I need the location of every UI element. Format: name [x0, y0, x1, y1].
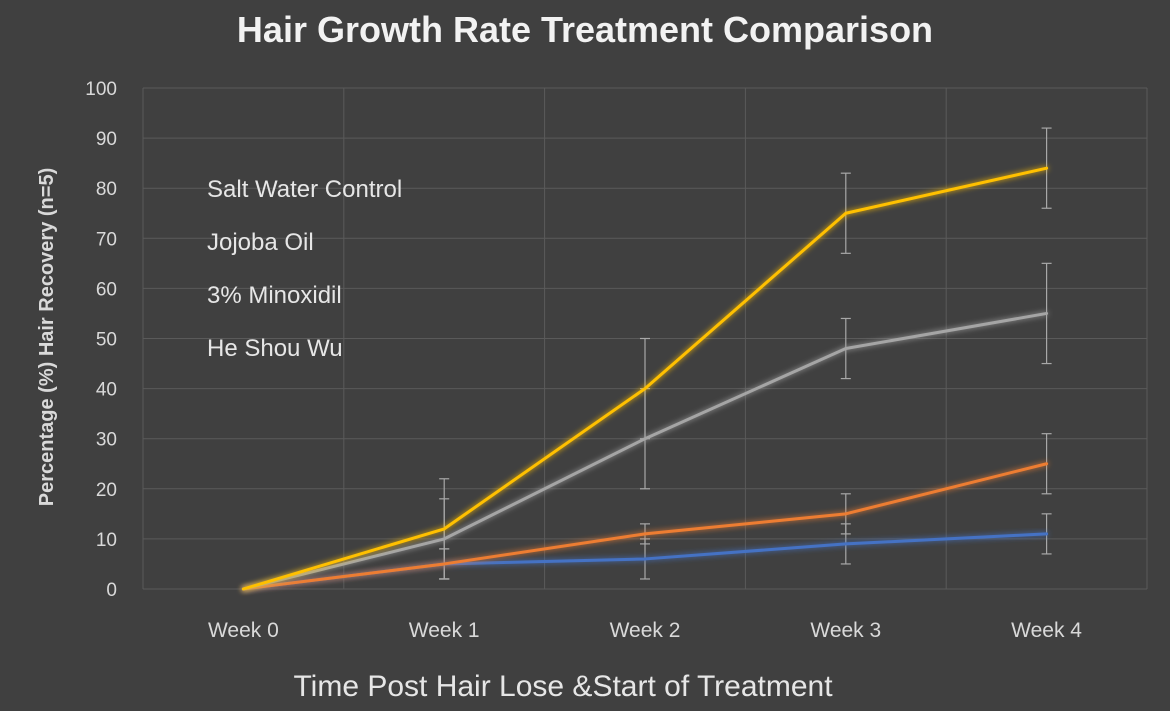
y-tick-label: 0 [106, 580, 117, 601]
x-axis-ticks: Week 0 Week 1 Week 2 Week 3 Week 4 [208, 619, 1082, 642]
y-tick-label: 10 [96, 530, 117, 551]
x-tick-label: Week 4 [1011, 619, 1082, 642]
x-tick-label: Week 3 [810, 619, 881, 642]
y-tick-label: 100 [85, 79, 117, 100]
legend: Salt Water Control Jojoba Oil 3% Minoxidil… [160, 176, 402, 362]
legend-label: Jojoba Oil [207, 229, 314, 256]
y-tick-label: 30 [96, 430, 117, 451]
y-tick-label: 40 [96, 380, 117, 401]
y-tick-label: 90 [96, 129, 117, 150]
series-lines [241, 166, 1049, 591]
x-tick-label: Week 2 [610, 619, 681, 642]
chart-title: Hair Growth Rate Treatment Comparison [237, 9, 933, 50]
legend-label: Salt Water Control [207, 176, 402, 203]
legend-entry-salt-water-control: Salt Water Control [160, 176, 402, 203]
y-tick-label: 50 [96, 330, 117, 351]
x-axis-label: Time Post Hair Lose &Start of Treatment [293, 670, 833, 703]
y-tick-label: 70 [96, 229, 117, 250]
legend-label: He Shou Wu [207, 335, 343, 362]
y-axis-ticks: 0 10 20 30 40 50 60 70 80 90 100 [85, 79, 117, 601]
legend-entry-3-minoxidil: 3% Minoxidil [160, 282, 342, 309]
series-line-he-shou-wu [241, 166, 1049, 591]
legend-entry-he-shou-wu: He Shou Wu [160, 335, 343, 362]
legend-entry-jojoba-oil: Jojoba Oil [160, 229, 314, 256]
y-tick-label: 60 [96, 279, 117, 300]
x-tick-label: Week 0 [208, 619, 279, 642]
series-line-jojoba-oil [241, 462, 1049, 591]
series-line-3-minoxidil [241, 311, 1049, 591]
x-tick-label: Week 1 [409, 619, 480, 642]
legend-label: 3% Minoxidil [207, 282, 342, 309]
y-tick-label: 20 [96, 480, 117, 501]
y-axis-label: Percentage (%) Hair Recovery (n=5) [36, 168, 58, 506]
y-tick-label: 80 [96, 179, 117, 200]
